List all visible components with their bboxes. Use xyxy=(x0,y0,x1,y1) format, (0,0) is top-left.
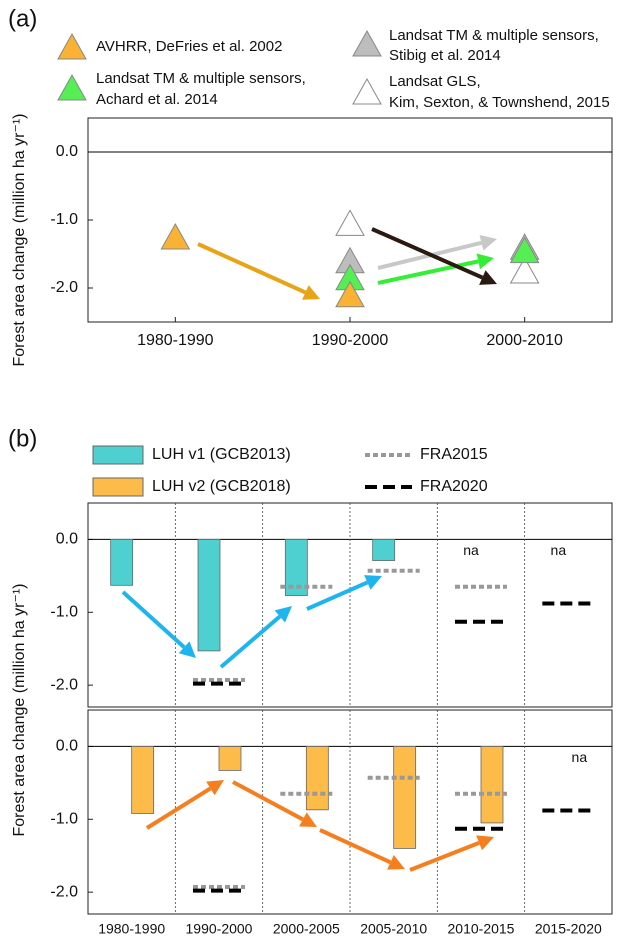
bar xyxy=(218,746,242,771)
value-label: na xyxy=(572,749,588,765)
trend-arrow xyxy=(219,614,282,669)
data-triangle xyxy=(509,256,540,284)
bar xyxy=(480,746,504,824)
legend-swatch xyxy=(92,445,144,465)
legend-label: Landsat TM & multiple sensors, xyxy=(96,70,306,87)
trend-arrow xyxy=(371,227,484,280)
bar xyxy=(197,539,221,652)
y-tick-label: 0.0 xyxy=(56,531,78,548)
y-tick-label: 0.0 xyxy=(56,738,78,755)
legend-marker xyxy=(57,73,87,101)
x-tick-label: 2000-2010 xyxy=(486,332,563,349)
data-triangle xyxy=(335,280,365,308)
x-tick-label: 1980-1990 xyxy=(137,332,214,349)
y-tick-label: 0.0 xyxy=(56,143,78,160)
x-tick-label: 2005-2010 xyxy=(360,921,427,937)
bar xyxy=(131,746,155,814)
value-label: na xyxy=(463,542,479,558)
trend-arrowhead xyxy=(364,575,382,590)
trend-arrowhead xyxy=(387,855,405,870)
trend-arrow xyxy=(232,780,304,822)
legend-label: Landsat GLS, xyxy=(389,73,481,90)
x-tick-label: 1990-2000 xyxy=(186,921,253,937)
y-tick-label: -1.0 xyxy=(50,211,78,228)
trend-arrow xyxy=(409,840,480,872)
bar xyxy=(372,539,396,561)
trend-arrowhead xyxy=(206,780,224,796)
y-tick-label: -2.0 xyxy=(50,883,78,900)
x-tick-label: 2015-2020 xyxy=(535,921,602,937)
legend-label: AVHRR, DeFries et al. 2002 xyxy=(96,38,282,55)
y-tick-label: -2.0 xyxy=(50,279,78,296)
x-tick-label: 1980-1990 xyxy=(98,921,165,937)
panel-label: (a) xyxy=(8,5,37,32)
y-axis-label: Forest area change (million ha yr⁻¹) xyxy=(11,584,28,837)
trend-arrowhead xyxy=(299,812,317,827)
trend-arrow xyxy=(121,590,186,649)
y-tick-label: -1.0 xyxy=(50,604,78,621)
legend-label: Kim, Sexton, & Townshend, 2015 xyxy=(389,94,610,111)
bar xyxy=(305,746,329,811)
x-tick-label: 2000-2005 xyxy=(273,921,340,937)
trend-arrowhead xyxy=(178,641,196,658)
legend-label: FRA2015 xyxy=(420,446,488,463)
data-triangle xyxy=(160,222,191,250)
trend-arrowhead xyxy=(476,835,494,851)
legend-marker xyxy=(352,77,382,105)
bar xyxy=(393,746,417,849)
data-triangle xyxy=(335,209,365,236)
x-tick-label: 2010-2015 xyxy=(448,921,515,937)
y-axis-label: Forest area change (million ha yr⁻¹) xyxy=(11,114,28,367)
trend-arrowhead xyxy=(479,270,497,285)
legend-swatch xyxy=(92,477,144,497)
trend-arrowhead xyxy=(302,285,320,300)
legend-label: FRA2020 xyxy=(420,478,488,495)
value-label: na xyxy=(551,542,567,558)
trend-arrow xyxy=(145,786,212,830)
bar xyxy=(110,539,134,586)
y-tick-label: -2.0 xyxy=(50,676,78,693)
trend-arrowhead xyxy=(274,606,292,623)
legend-label: Achard et al. 2014 xyxy=(96,91,218,108)
legend-label: LUH v2 (GCB2018) xyxy=(152,478,291,495)
panel-label: (b) xyxy=(8,425,37,452)
x-tick-label: 1990-2000 xyxy=(312,332,389,349)
y-tick-label: -1.0 xyxy=(50,811,78,828)
trend-arrow xyxy=(377,259,479,285)
data-triangle xyxy=(509,236,540,264)
legend-label: Landsat TM & multiple sensors, xyxy=(389,27,599,44)
trend-arrow xyxy=(306,580,369,611)
legend-label: Stibig et al. 2014 xyxy=(389,47,501,64)
legend-marker xyxy=(57,32,87,60)
trend-arrow xyxy=(319,828,392,865)
trend-arrowhead xyxy=(479,235,497,251)
legend-label: LUH v1 (GCB2013) xyxy=(152,446,291,463)
trend-arrow xyxy=(197,242,307,295)
trend-arrowhead xyxy=(476,253,494,270)
legend-marker xyxy=(352,29,382,57)
bar xyxy=(284,539,308,596)
